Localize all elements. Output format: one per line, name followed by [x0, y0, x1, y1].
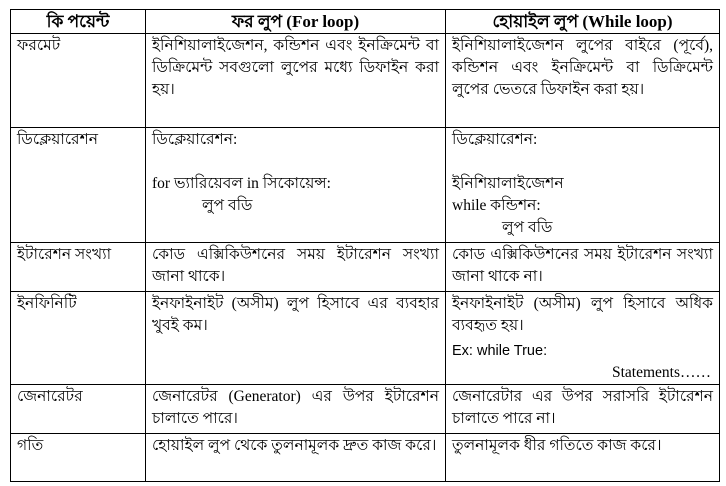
for-cell: জেনারেটর (Generator) এর উপর ইটারেশন চালা…	[145, 384, 446, 434]
while-cell: তুলনামূলক ধীর গতিতে কাজ করে।	[445, 433, 720, 482]
for-cell: কোড এক্সিকিউশনের সময় ইটারেশন সংখ্যা জান…	[145, 242, 446, 292]
row-point: ফরমেট	[10, 33, 146, 128]
while-cell: ইনিশিয়ালাইজেশন লুপের বাইরে (পূর্বে), কন…	[445, 33, 720, 128]
for-declaration-title: ডিক্লেয়ারেশন:	[152, 131, 238, 148]
for-cell: ডিক্লেয়ারেশন: for ভ্যারিয়েবল in সিকোয়…	[145, 127, 446, 243]
while-body-line: লুপ বডি	[502, 219, 553, 236]
row-point: ইটারেশন সংখ্যা	[10, 242, 146, 292]
while-condition-line: while কন্ডিশন:	[452, 197, 541, 214]
row-point: গতি	[10, 433, 146, 482]
row-point: ইনফিনিটি	[10, 291, 146, 385]
table-row: ইটারেশন সংখ্যা কোড এক্সিকিউশনের সময় ইটা…	[10, 242, 720, 292]
while-cell: জেনারেটার এর উপর সরাসরি ইটারেশন চালাতে প…	[445, 384, 720, 434]
table-row: গতি হোয়াইল লুপ থেকে তুলনামূলক দ্রুত কাজ…	[10, 433, 720, 482]
comparison-table: কি পয়েন্ট ফর লুপ (For loop) হোয়াইল লুপ…	[10, 9, 720, 482]
row-point: ডিক্লেয়ারেশন	[10, 127, 146, 243]
table-header-row: কি পয়েন্ট ফর লুপ (For loop) হোয়াইল লুপ…	[10, 9, 720, 34]
while-example-statements: Statements……	[612, 364, 712, 381]
table-row: ইনফিনিটি ইনফাইনাইট (অসীম) লুপ হিসাবে এর …	[10, 291, 720, 385]
while-cell: ইনফাইনাইট (অসীম) লুপ হিসাবে অধিক ব্যবহৃত…	[445, 291, 720, 385]
table-row: জেনারেটর জেনারেটর (Generator) এর উপর ইটা…	[10, 384, 720, 434]
while-declaration-title: ডিক্লেয়ারেশন:	[452, 131, 538, 148]
for-cell: হোয়াইল লুপ থেকে তুলনামূলক দ্রুত কাজ করে…	[145, 433, 446, 482]
for-body-line: লুপ বডি	[202, 197, 253, 214]
while-cell: কোড এক্সিকিউশনের সময় ইটারেশন সংখ্যা জান…	[445, 242, 720, 292]
row-point: জেনারেটর	[10, 384, 146, 434]
table-row: ডিক্লেয়ারেশন ডিক্লেয়ারেশন: for ভ্যারিয…	[10, 127, 720, 243]
header-for-loop: ফর লুপ (For loop)	[145, 9, 446, 34]
while-init-line: ইনিশিয়ালাইজেশন	[452, 175, 564, 192]
for-syntax-line: for ভ্যারিয়েবল in সিকোয়েন্স:	[152, 175, 331, 192]
for-cell: ইনফাইনাইট (অসীম) লুপ হিসাবে এর ব্যবহার খ…	[145, 291, 446, 385]
for-cell: ইনিশিয়ালাইজেশন, কন্ডিশন এবং ইনক্রিমেন্ট…	[145, 33, 446, 128]
while-cell: ডিক্লেয়ারেশন: ইনিশিয়ালাইজেশন while কন্…	[445, 127, 720, 243]
header-while-loop: হোয়াইল লুপ (While loop)	[445, 9, 720, 34]
while-text: ইনফাইনাইট (অসীম) লুপ হিসাবে অধিক ব্যবহৃত…	[452, 295, 713, 334]
while-example-line: Ex: while True:	[452, 343, 548, 359]
header-point: কি পয়েন্ট	[10, 9, 146, 34]
table-row: ফরমেট ইনিশিয়ালাইজেশন, কন্ডিশন এবং ইনক্র…	[10, 33, 720, 128]
